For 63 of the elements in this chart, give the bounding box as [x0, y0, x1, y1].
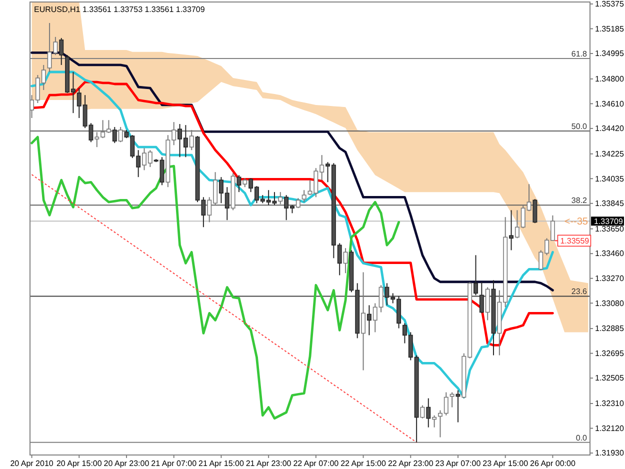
y-tick-label: 1.32885 — [595, 324, 624, 334]
candlestick — [474, 254, 478, 296]
candlestick — [366, 304, 372, 336]
annotation: 23.6 — [571, 287, 588, 296]
y-tick-label: 1.32505 — [595, 374, 624, 383]
y-tick-label: 1.32310 — [595, 399, 624, 408]
y-tick-label: 1.33080 — [595, 298, 624, 308]
candlestick — [236, 174, 242, 193]
annotation: 0.0 — [576, 433, 588, 442]
candlestick — [485, 286, 490, 321]
x-tick-label: 21 Apr 15:00 — [198, 459, 244, 468]
y-tick-label: 1.35375 — [595, 0, 624, 9]
line-series — [30, 70, 554, 398]
y-tick-label: 1.32120 — [595, 424, 624, 433]
candlestick — [189, 130, 194, 151]
x-tick-label: 21 Apr 23:00 — [246, 459, 292, 468]
annotation: 1.33559 — [560, 236, 590, 246]
annotation: 38.2 — [571, 196, 588, 206]
x-tick-label: 21 Apr 07:00 — [151, 459, 198, 468]
y-tick-label: 1.34035 — [595, 174, 624, 184]
y-tick-label: 1.34800 — [595, 74, 624, 84]
annotation: 61.8 — [571, 49, 588, 58]
candlestick — [420, 404, 425, 419]
candlestick — [532, 198, 538, 224]
candlestick — [118, 126, 123, 143]
x-tick-label: 22 Apr 15:00 — [340, 459, 387, 468]
candlestick — [296, 198, 300, 209]
x-tick-label: 23 Apr 07:00 — [435, 459, 482, 468]
annotation: <--35 — [564, 216, 588, 228]
y-tick-label: 1.33270 — [595, 274, 624, 284]
x-tick-label: 20 Apr 15:00 — [56, 459, 102, 468]
candlestick — [450, 392, 454, 408]
annotation: 50.0 — [571, 122, 588, 132]
candlestick — [509, 210, 514, 251]
x-tick-label: 22 Apr 07:00 — [293, 459, 340, 468]
x-tick-label: 23 Apr 15:00 — [482, 459, 529, 468]
x-tick-label: 20 Apr 2010 — [10, 459, 54, 468]
y-tick-label: 1.34420 — [595, 124, 624, 134]
candlestick — [426, 398, 431, 428]
line-series — [31, 174, 418, 443]
y-tick-label: 1.32695 — [595, 348, 624, 358]
x-tick-label: 20 Apr 23:00 — [104, 459, 150, 468]
y-tick-label: 1.34610 — [595, 99, 624, 108]
y-tick-label: 1.35185 — [595, 24, 624, 34]
candlestick — [112, 126, 117, 144]
y-tick-label: 1.33460 — [595, 249, 624, 258]
candlestick — [278, 192, 283, 205]
y-tick-label: 1.34225 — [595, 150, 624, 159]
y-tick-label: 1.33845 — [595, 199, 624, 208]
candlestick — [361, 272, 366, 371]
y-tick-label: 1.31930 — [595, 448, 624, 458]
x-tick-label: 22 Apr 23:00 — [388, 459, 434, 468]
chart-title: EURUSD,H1 1.33561 1.33753 1.33561 1.33709 — [34, 5, 206, 14]
x-tick-label: 26 Apr 00:00 — [530, 459, 576, 468]
candlestick — [302, 190, 306, 203]
candlestick — [479, 282, 484, 314]
y-tick-label: 1.34995 — [595, 49, 624, 58]
candlestick — [343, 248, 348, 274]
ref-line-label: 1.33709 — [594, 216, 624, 226]
y-tick-label: 1.33650 — [595, 224, 624, 234]
candlestick — [59, 37, 64, 66]
candlestick — [432, 414, 437, 428]
line-series — [30, 136, 400, 420]
